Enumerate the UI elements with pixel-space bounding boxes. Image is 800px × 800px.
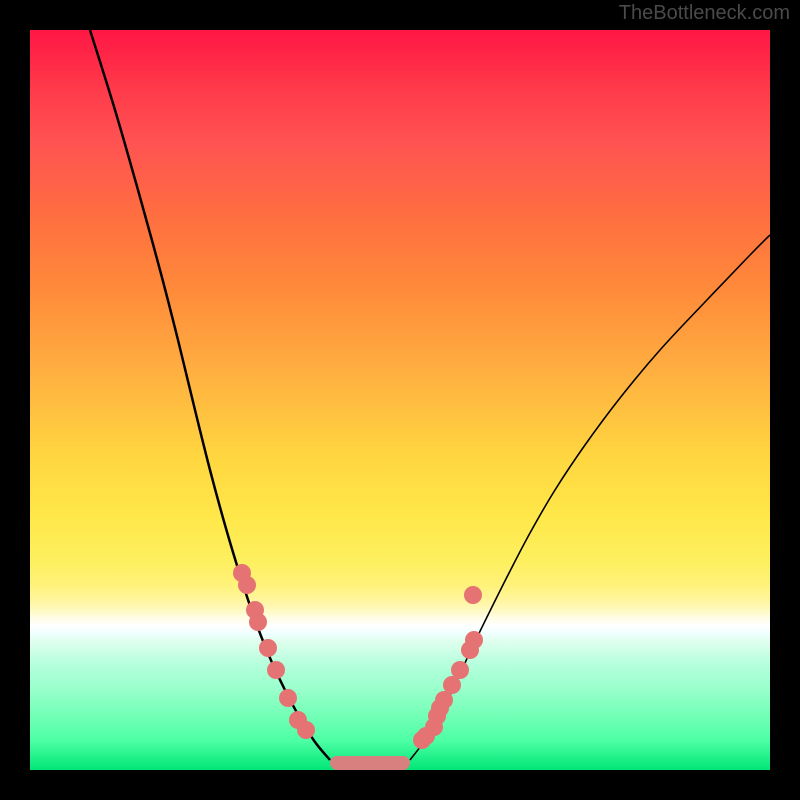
valley-floor-band [330,756,410,770]
left-curve [90,30,330,760]
chart-svg [30,30,770,770]
marker-left-4 [259,639,277,657]
right-curve [410,235,770,760]
marker-left-5 [267,661,285,679]
marker-right-10 [464,586,482,604]
marker-right-9 [465,631,483,649]
marker-left-1 [238,576,256,594]
marker-left-8 [297,721,315,739]
chart-plot-area [30,30,770,770]
watermark-text: TheBottleneck.com [619,2,790,25]
marker-right-7 [451,661,469,679]
marker-left-3 [249,613,267,631]
marker-left-6 [279,689,297,707]
